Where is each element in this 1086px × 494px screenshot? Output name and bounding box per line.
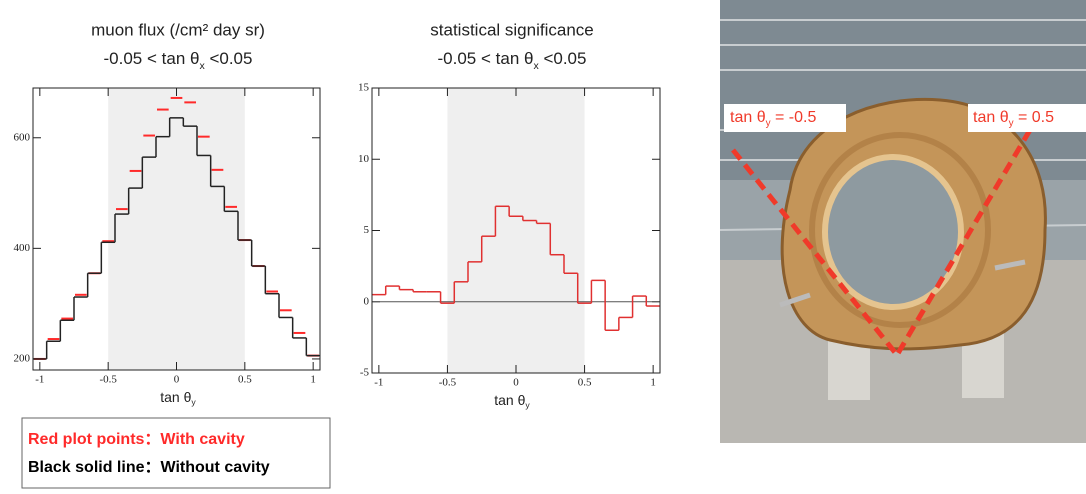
shaded-region — [108, 88, 245, 370]
text-part: y — [1009, 118, 1014, 129]
chart-title: muon flux (/cm² day sr) — [91, 20, 265, 39]
x-tick-label: -1 — [35, 374, 44, 386]
legend-entry: Red plot points：With cavity — [28, 431, 245, 448]
chart-subtitle: -0.05 < tan θx <0.05 — [104, 49, 253, 71]
x-tick-label: 1 — [310, 374, 316, 386]
shaded-region — [447, 88, 585, 373]
text-part: -0.05 < tan θ — [438, 49, 534, 68]
text-part: = 0.5 — [1014, 109, 1055, 126]
text-part: x — [199, 60, 205, 72]
y-tick-label: 0 — [364, 295, 370, 307]
y-tick-label: 200 — [14, 352, 31, 364]
y-tick-label: 400 — [14, 242, 31, 254]
photo-label: tan θy = 0.5 — [973, 109, 1054, 129]
text-part: = -0.5 — [771, 109, 817, 126]
y-tick-label: 600 — [14, 131, 31, 143]
plot-frame — [32, 87, 321, 371]
photo — [719, 0, 1086, 443]
text-part: y — [525, 400, 530, 410]
x-tick-label: 0 — [174, 374, 180, 386]
text-part: y — [766, 118, 771, 129]
text-part: tan θ — [730, 109, 766, 126]
x-tick-label: 1 — [650, 377, 656, 389]
x-axis-label: tan θy — [494, 392, 530, 411]
x-tick-label: -0.5 — [99, 374, 117, 386]
x-tick-label: 0 — [513, 377, 519, 389]
y-tick-label: 5 — [364, 224, 370, 236]
x-axis-label: tan θy — [160, 389, 196, 408]
y-tick-label: -5 — [360, 367, 370, 379]
text-part: tan θ — [494, 392, 525, 408]
x-tick-label: 0.5 — [578, 377, 592, 389]
legend-box — [21, 417, 331, 489]
text-part: tan θ — [160, 389, 191, 405]
legend-entry: Black solid line：Without cavity — [28, 459, 270, 476]
chart-title: statistical significance — [430, 20, 593, 39]
text-part: <0.05 — [539, 49, 587, 68]
x-tick-label: 0.5 — [238, 374, 252, 386]
text-part: tan θ — [973, 109, 1009, 126]
plot-frame — [371, 87, 661, 374]
x-tick-label: -1 — [374, 377, 383, 389]
photo-label: tan θy = -0.5 — [730, 109, 816, 129]
y-tick-label: 10 — [358, 153, 370, 165]
text-part: y — [191, 397, 196, 407]
y-tick-label: 15 — [358, 82, 370, 94]
x-tick-label: -0.5 — [439, 377, 457, 389]
chart-subtitle: -0.05 < tan θx <0.05 — [438, 49, 587, 71]
text-part: x — [533, 60, 539, 72]
text-part: -0.05 < tan θ — [104, 49, 200, 68]
text-part: <0.05 — [205, 49, 253, 68]
